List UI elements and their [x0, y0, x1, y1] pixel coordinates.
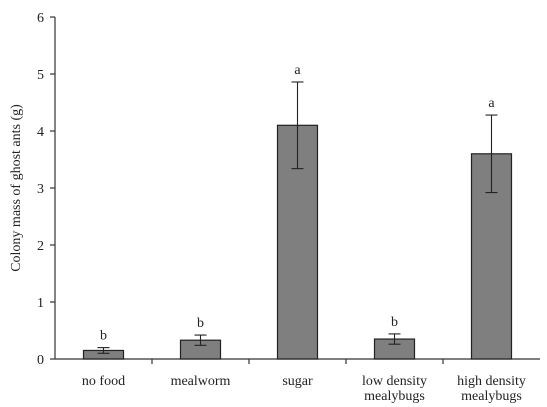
- category-label: sugar: [282, 374, 313, 389]
- category-label: mealworm: [171, 374, 231, 389]
- bars: [82, 81, 513, 360]
- category-label: mealybugs: [364, 389, 425, 404]
- significance-label: b: [391, 315, 398, 330]
- significance-label: b: [100, 329, 107, 344]
- category-label: mealybugs: [461, 389, 522, 404]
- significance-label: a: [488, 96, 495, 111]
- category-label: high density: [457, 374, 526, 389]
- category-label: no food: [82, 374, 125, 389]
- significance-label: b: [197, 316, 204, 331]
- y-tick-label: 4: [37, 125, 44, 140]
- y-tick-label: 0: [37, 353, 44, 368]
- axes: 0 1 2 3 4 5 6: [37, 11, 540, 368]
- y-tick-label: 3: [37, 182, 44, 197]
- y-tick-label: 2: [37, 239, 44, 254]
- y-tick-label: 6: [37, 11, 44, 26]
- y-tick-label: 1: [37, 296, 44, 311]
- y-axis-title: Colony mass of ghost ants (g): [9, 104, 24, 272]
- y-tick-label: 5: [37, 68, 44, 83]
- significance-label: a: [294, 63, 301, 78]
- category-label: low density: [362, 374, 427, 389]
